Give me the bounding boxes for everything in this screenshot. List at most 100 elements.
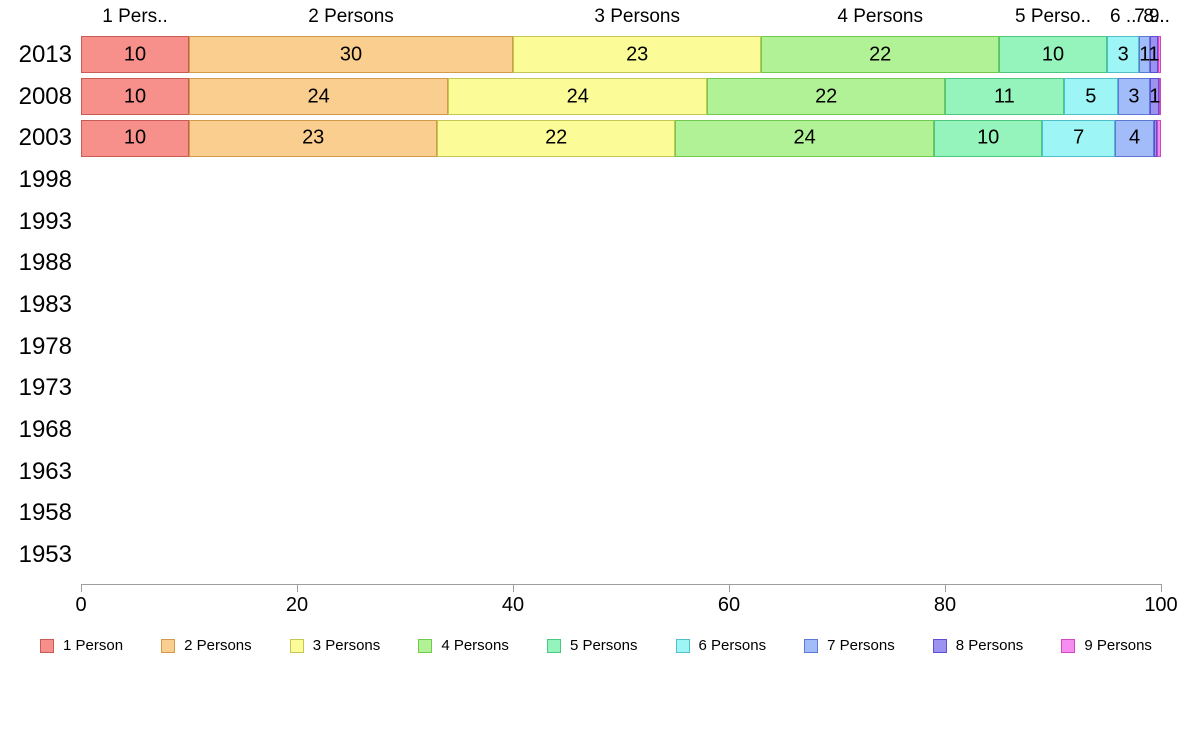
legend-swatch-5-persons (546, 638, 561, 653)
bar-value-label: 5 (1085, 85, 1097, 108)
x-axis-tick (81, 585, 82, 592)
bar-segment-2-persons: 30 (189, 36, 513, 74)
bar-track (81, 286, 1161, 323)
bar-value-label: 3 (1128, 85, 1140, 108)
bar-value-label: 1 (1149, 85, 1161, 108)
year-label: 1993 (18, 207, 72, 235)
year-label: 2013 (18, 40, 72, 68)
chart-row-1998: 1998 (0, 159, 1188, 201)
legend-item-8-persons: 8 Persons (932, 637, 1024, 654)
bar-track (81, 245, 1161, 282)
legend-item-6-persons: 6 Persons (675, 637, 766, 654)
bar-segment-5-persons: 10 (999, 36, 1107, 74)
bar-segment-8-persons (1153, 119, 1157, 157)
bar-value-label: 10 (123, 126, 147, 149)
bar-track (81, 495, 1161, 532)
column-header-8-persons: 8.. (1143, 6, 1165, 27)
chart-row-1968: 1968 (0, 409, 1188, 451)
legend-swatch-4-persons (418, 638, 433, 653)
year-label: 1988 (18, 249, 72, 277)
column-header-1-person: 1 Pers.. (102, 6, 168, 27)
bar-segment-3-persons: 23 (513, 36, 762, 74)
bar-value-label: 22 (545, 126, 568, 149)
chart-row-1958: 1958 (0, 493, 1188, 535)
chart-row-1988: 1988 (0, 242, 1188, 284)
bar-value-label: 22 (815, 85, 838, 108)
legend-swatch-2-persons (161, 638, 176, 653)
bar-segment-8-persons: 1 (1149, 78, 1161, 116)
bar-segment-6-persons: 5 (1063, 78, 1118, 116)
legend-label: 5 Persons (569, 637, 638, 654)
bar-segment-3-persons: 22 (437, 119, 675, 157)
bar-value-label: 23 (302, 126, 325, 149)
legend-item-2-persons: 2 Persons (161, 637, 252, 654)
legend-label: 2 Persons (184, 637, 252, 654)
bar-segment-5-persons: 10 (934, 119, 1043, 157)
year-label: 2003 (18, 124, 72, 152)
bar-value-label: 11 (994, 85, 1015, 108)
x-axis-tick (729, 585, 730, 592)
chart-row-1973: 1973 (0, 368, 1188, 410)
bar-segment-1-person: 10 (81, 78, 189, 116)
x-axis-tick-label: 40 (501, 594, 525, 616)
chart-row-1963: 1963 (0, 451, 1188, 493)
bar-track: 10 24 24 22 11 5 3 1 (81, 78, 1162, 116)
year-label: 1978 (18, 332, 72, 360)
bar-segment-6-persons: 7 (1042, 119, 1116, 157)
legend-label: 1 Person (63, 637, 124, 654)
bar-track (81, 370, 1161, 407)
x-axis-tick (297, 585, 298, 592)
bar-segment-1-person: 10 (81, 119, 189, 157)
bar-value-label: 10 (977, 126, 1000, 149)
chart-row-1978: 1978 (0, 326, 1188, 368)
legend-label: 7 Persons (827, 637, 895, 654)
bar-value-label: 23 (626, 43, 649, 66)
chart-row-1983: 1983 (0, 284, 1188, 326)
bar-segment-5-persons: 11 (945, 78, 1064, 116)
legend-swatch-1-person (40, 638, 54, 653)
legend-label: 9 Persons (1084, 637, 1152, 654)
column-header-9-persons: 9.. (1148, 6, 1170, 27)
column-header-4-persons: 4 Persons (837, 6, 923, 27)
x-axis-tick (513, 585, 514, 592)
bar-value-label: 3 (1117, 43, 1129, 66)
legend-item-4-persons: 4 Persons (418, 637, 509, 654)
bar-value-label: 10 (123, 43, 147, 66)
chart-row-2008: 2008 10 24 24 22 11 5 3 1 (0, 76, 1188, 118)
bar-value-label: 4 (1128, 126, 1141, 149)
chart-row-1993: 1993 (0, 201, 1188, 243)
bar-track (81, 537, 1161, 574)
bar-track (81, 203, 1161, 240)
bar-track (81, 453, 1161, 490)
bar-segment-9-persons (1159, 78, 1162, 116)
bar-segment-7-persons: 1 (1139, 36, 1151, 74)
x-axis-tick-label: 100 (1144, 594, 1178, 616)
bar-segment-2-persons: 24 (189, 78, 449, 116)
column-header-3-persons: 3 Persons (594, 6, 680, 27)
legend-item-9-persons: 9 Persons (1061, 637, 1152, 654)
bar-value-label: 7 (1073, 126, 1085, 149)
chart-row-1953: 1953 (0, 534, 1188, 576)
bar-value-label: 24 (307, 85, 330, 108)
bar-value-label: 10 (123, 85, 147, 108)
bar-track (81, 412, 1161, 449)
legend-swatch-6-persons (675, 638, 690, 653)
bar-value-label: 1 (1139, 43, 1151, 66)
legend-item-5-persons: 5 Persons (546, 637, 638, 654)
bar-value-label: 24 (566, 85, 589, 108)
bar-segment-4-persons: 24 (675, 119, 935, 157)
legend-item-1-person: 1 Person (40, 637, 123, 654)
bar-track: 10 23 22 24 10 7 4 (81, 119, 1161, 157)
x-axis-line (81, 584, 1162, 585)
x-axis-tick-label: 60 (717, 594, 741, 616)
legend-swatch-3-persons (289, 638, 304, 653)
bar-track (81, 161, 1161, 198)
column-headers: 1 Pers.. 2 Persons 3 Persons 4 Persons 5 Per… (81, 4, 1170, 32)
bar-value-label: 1 (1148, 43, 1160, 66)
year-label: 1973 (18, 374, 72, 402)
x-axis: 0 20 40 60 80 100 (0, 584, 1188, 626)
legend-label: 8 Persons (955, 637, 1024, 654)
year-label: 1953 (18, 541, 72, 569)
bar-track (81, 328, 1161, 365)
